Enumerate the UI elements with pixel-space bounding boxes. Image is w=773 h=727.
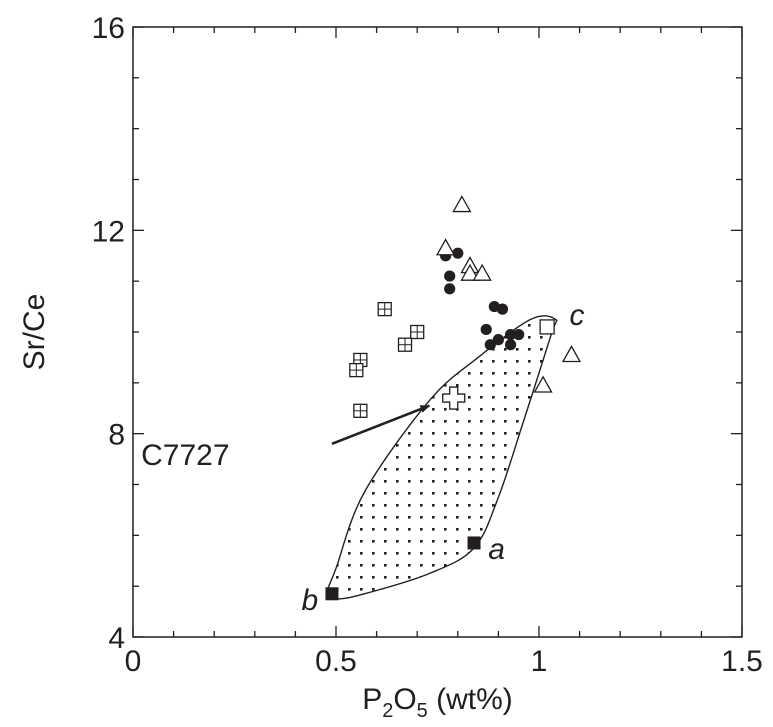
data-points bbox=[325, 195, 582, 601]
label-b: b bbox=[301, 584, 318, 617]
x-axis-title-unit: (wt%) bbox=[428, 683, 513, 716]
y-tick-label: 8 bbox=[108, 419, 125, 452]
x-tick-label: 0.5 bbox=[315, 645, 357, 678]
open-triangle-point bbox=[452, 195, 472, 213]
annotations: C7727 a b c bbox=[141, 299, 584, 617]
x-axis-title: P2O5 (wt%) bbox=[362, 683, 513, 722]
filled-circle-point bbox=[444, 270, 456, 282]
filled-circle-point bbox=[492, 334, 504, 346]
y-tick-label: 4 bbox=[108, 622, 125, 655]
open-triangle-point bbox=[561, 345, 582, 363]
filled-circle-point bbox=[504, 328, 517, 341]
x-tick-label: 1 bbox=[531, 645, 548, 678]
open-cross-point bbox=[442, 386, 466, 410]
plot-frame bbox=[132, 26, 743, 638]
crossed-square-point bbox=[410, 324, 425, 340]
sample-label-c7727: C7727 bbox=[141, 439, 229, 472]
filled-square-point bbox=[325, 587, 339, 601]
open-triangle-point bbox=[460, 263, 480, 281]
envelope-outline bbox=[327, 315, 558, 600]
label-c: c bbox=[569, 299, 584, 332]
filled-circle-point bbox=[504, 339, 517, 351]
crossed-square-point bbox=[377, 301, 392, 317]
annotation-arrow bbox=[331, 404, 431, 446]
y-tick-label: 16 bbox=[92, 12, 125, 45]
filled-circle-point bbox=[484, 339, 496, 351]
x-tick-label: 1.5 bbox=[721, 645, 763, 678]
filled-circle-point bbox=[496, 303, 509, 315]
y-tick-labels: 4 8 12 16 bbox=[92, 12, 125, 655]
compositional-envelope bbox=[327, 315, 558, 600]
filled-circle-point bbox=[452, 247, 464, 259]
x-axis-title-sub1: 2 bbox=[382, 700, 393, 722]
filled-square-point bbox=[467, 536, 481, 550]
x-axis-title-p: P bbox=[362, 683, 382, 716]
open-triangle-point bbox=[472, 263, 492, 281]
y-axis-title: Sr/Ce bbox=[18, 294, 51, 371]
filled-circle-point bbox=[513, 328, 525, 341]
x-axis-title-o: O bbox=[393, 683, 416, 716]
filled-circle-point bbox=[444, 283, 456, 295]
open-square-point bbox=[539, 319, 555, 335]
x-axis-title-sub2: 5 bbox=[417, 700, 428, 722]
crossed-square-point bbox=[353, 403, 368, 418]
open-triangle-point bbox=[436, 238, 456, 256]
crossed-square-point bbox=[349, 362, 364, 378]
axis-ticks bbox=[132, 26, 743, 638]
y-tick-label: 12 bbox=[92, 215, 125, 248]
crossed-square-point bbox=[397, 337, 413, 352]
x-tick-labels: 0 0.5 1 1.5 bbox=[125, 645, 763, 678]
x-tick-label: 0 bbox=[125, 645, 142, 678]
open-triangle-point bbox=[533, 375, 553, 393]
filled-circle-point bbox=[480, 323, 492, 336]
label-a: a bbox=[488, 533, 505, 566]
